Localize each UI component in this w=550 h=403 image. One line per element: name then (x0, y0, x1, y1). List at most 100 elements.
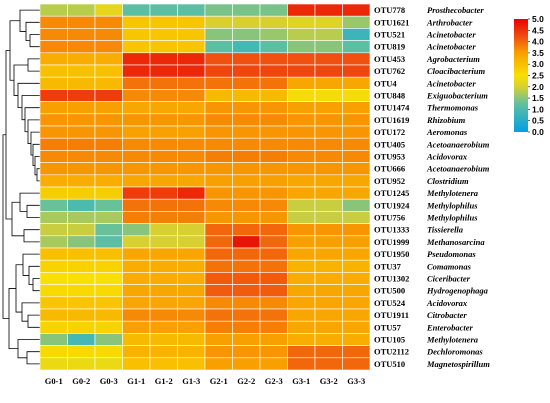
heatmap-cell (259, 174, 288, 188)
heatmap-cell (287, 64, 316, 78)
heatmap-cell (177, 223, 206, 237)
heatmap-cell (314, 113, 343, 127)
heatmap-cell (232, 272, 261, 285)
dendrogram-branch (32, 278, 40, 292)
heatmap-cell (177, 296, 206, 310)
heatmap-cell (232, 211, 261, 224)
heatmap-cell (342, 296, 371, 310)
heatmap-cell (94, 296, 123, 310)
heatmap-cell (177, 28, 206, 41)
heatmap-cell (259, 101, 288, 115)
heatmap-cell (342, 162, 371, 176)
heatmap-cell (67, 345, 96, 359)
heatmap-cell (94, 28, 123, 41)
heatmap-cell (259, 125, 288, 139)
heatmap-cell (67, 211, 96, 224)
colorbar-tick-label: 4.5 (532, 25, 544, 35)
heatmap-cell (149, 357, 178, 371)
heatmap-cell (342, 76, 371, 90)
heatmap-cell (67, 64, 96, 78)
heatmap-cell (314, 357, 343, 371)
row-otu-label: OTU510 (374, 359, 405, 369)
heatmap-cell (314, 174, 343, 188)
heatmap-cell (67, 150, 96, 163)
heatmap-cell (259, 28, 288, 41)
heatmap-cell (259, 186, 288, 200)
heatmap-cell (39, 320, 68, 334)
heatmap-cell (314, 186, 343, 200)
row-otu-label: OTU1924 (374, 200, 410, 210)
heatmap-cell (204, 137, 233, 151)
colorbar-tick-label: 5.0 (532, 14, 544, 24)
colorbar: 5.04.5 4.03.53.0 2.52.01.51.0 0.50.0 (514, 14, 544, 137)
heatmap-cell (177, 52, 206, 66)
heatmap-cell (149, 174, 178, 188)
heatmap-cell (314, 125, 343, 139)
row-otu-label: OTU1474 (374, 103, 410, 113)
heatmap-cell (287, 186, 316, 200)
row-otu-label: OTU1619 (374, 115, 409, 125)
heatmap-cell (94, 198, 123, 212)
dendrogram-branch (36, 168, 40, 182)
heatmap-cell (67, 3, 96, 17)
heatmap-cell (314, 320, 343, 334)
heatmap-cell (122, 235, 151, 249)
colorbar-tick-label: 1.5 (532, 93, 544, 103)
heatmap-cell (314, 15, 343, 29)
heatmap-cell (94, 15, 123, 29)
row-genus-label: Thermomonas (427, 103, 479, 113)
heatmap-cell (39, 308, 68, 322)
heatmap-cell (204, 174, 233, 188)
dendrogram-branch (13, 64, 28, 96)
heatmap-cell (177, 272, 206, 285)
heatmap-cell (39, 89, 68, 102)
heatmap-cell (204, 333, 233, 346)
heatmap-cell (314, 137, 343, 151)
heatmap-cell (287, 150, 316, 163)
heatmap-cell (287, 357, 316, 371)
heatmap-cell (94, 223, 123, 237)
row-dendrogram (2, 9, 40, 365)
heatmap-cell (94, 162, 123, 176)
heatmap-cell (122, 28, 151, 41)
colorbar-tick-label: 1.0 (532, 104, 544, 114)
row-otu-label: OTU1302 (374, 274, 409, 284)
heatmap-cell (149, 308, 178, 322)
heatmap-cell (177, 235, 206, 249)
heatmap-cell (149, 28, 178, 41)
heatmap-cell (259, 357, 288, 371)
column-label: G2-3 (265, 376, 283, 386)
heatmap-cell (204, 223, 233, 237)
colorbar-tick-label: 0.5 (532, 116, 544, 126)
heatmap-cell (314, 259, 343, 273)
heatmap-cell (342, 150, 371, 163)
heatmap-cell (39, 272, 68, 285)
heatmap-cell (122, 150, 151, 163)
heatmap-cell (122, 345, 151, 359)
heatmap-cell (287, 198, 316, 212)
heatmap-cell (122, 357, 151, 371)
heatmap-cell (177, 247, 206, 261)
heatmap-cell (342, 89, 371, 102)
heatmap-cell (94, 125, 123, 139)
row-genus-label: Methylophilus (426, 200, 478, 210)
heatmap-cell (122, 3, 151, 17)
heatmap-cell (94, 308, 123, 322)
heatmap-cell (122, 137, 151, 151)
heatmap-cells (39, 3, 371, 371)
colorbar-tick-label: 0.0 (532, 127, 544, 137)
column-label: G3-1 (292, 376, 310, 386)
heatmap-cell (204, 15, 233, 29)
heatmap-cell (149, 162, 178, 176)
heatmap-cell (314, 235, 343, 249)
heatmap-cell (67, 162, 96, 176)
row-genus-label: Acinetobacter (426, 30, 476, 40)
heatmap-cell (177, 308, 206, 322)
row-otu-label: OTU1333 (374, 225, 409, 235)
heatmap-cell (67, 333, 96, 346)
heatmap-cell (314, 89, 343, 102)
heatmap-cell (342, 174, 371, 188)
heatmap-cell (67, 40, 96, 54)
heatmap-cell (39, 259, 68, 273)
heatmap-cell (177, 137, 206, 151)
